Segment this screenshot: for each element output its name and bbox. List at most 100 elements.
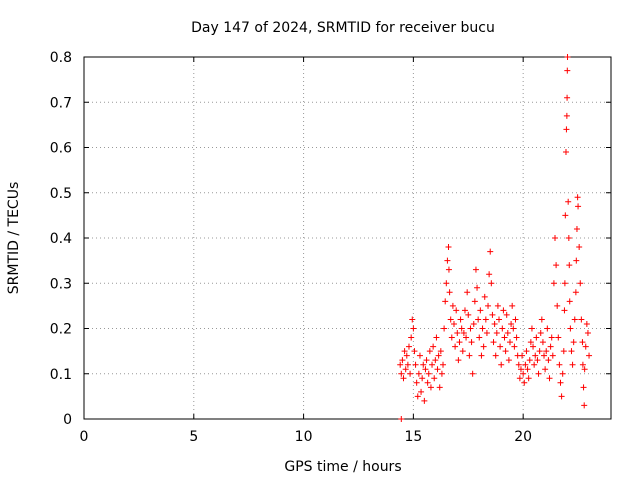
data-point: [565, 198, 572, 205]
data-point: [422, 366, 429, 373]
data-point: [485, 302, 492, 309]
data-point: [429, 361, 436, 368]
data-point: [434, 366, 441, 373]
data-point: [581, 402, 588, 409]
data-point: [398, 370, 405, 377]
data-point: [542, 366, 549, 373]
data-point: [570, 339, 577, 346]
data-point: [492, 352, 499, 359]
data-point: [531, 361, 538, 368]
data-point: [467, 325, 474, 332]
data-point: [496, 316, 503, 323]
data-point: [448, 334, 455, 341]
data-point: [431, 375, 438, 382]
data-point: [480, 343, 487, 350]
data-point: [426, 348, 433, 355]
data-point: [441, 325, 448, 332]
y-tick-label: 0.6: [50, 141, 72, 157]
data-point: [517, 366, 524, 373]
data-point: [516, 375, 523, 382]
data-point: [561, 280, 568, 287]
data-point: [415, 370, 422, 377]
data-point: [503, 311, 510, 318]
data-point: [544, 325, 551, 332]
data-points: [397, 54, 593, 422]
data-point: [465, 311, 472, 318]
data-point: [586, 352, 593, 359]
data-point: [559, 370, 566, 377]
data-point: [558, 393, 565, 400]
data-point: [436, 384, 443, 391]
data-point: [450, 320, 457, 327]
data-point: [470, 320, 477, 327]
data-point: [447, 316, 454, 323]
data-point: [535, 370, 542, 377]
data-point: [564, 94, 571, 101]
data-point: [410, 325, 417, 332]
y-tick-label: 0.5: [50, 186, 72, 202]
data-point: [476, 334, 483, 341]
data-point: [498, 361, 505, 368]
data-point: [576, 244, 583, 251]
data-point: [403, 352, 410, 359]
data-point: [453, 307, 460, 314]
data-point: [461, 307, 468, 314]
y-tick-label: 0.1: [50, 367, 72, 383]
y-tick-label: 0.2: [50, 322, 72, 338]
data-point: [400, 375, 407, 382]
data-point: [435, 352, 442, 359]
data-point: [438, 370, 445, 377]
data-point: [404, 361, 411, 368]
data-point: [566, 298, 573, 305]
data-point: [561, 307, 568, 314]
data-point: [568, 348, 575, 355]
data-point: [457, 316, 464, 323]
data-point: [397, 361, 404, 368]
data-point: [411, 348, 418, 355]
data-point: [499, 325, 506, 332]
data-point: [525, 375, 532, 382]
data-point: [405, 343, 412, 350]
data-point: [469, 370, 476, 377]
x-axis-title: GPS time / hours: [284, 459, 401, 475]
data-point: [563, 126, 570, 133]
data-point: [526, 357, 533, 364]
data-point: [547, 343, 554, 350]
data-point: [553, 262, 560, 269]
x-tick-label: 20: [514, 429, 532, 445]
data-point: [512, 316, 519, 323]
data-point: [430, 343, 437, 350]
data-point: [513, 334, 520, 341]
data-point: [546, 375, 553, 382]
data-point: [458, 325, 465, 332]
data-point: [464, 289, 471, 296]
data-point: [573, 225, 580, 232]
data-point: [533, 334, 540, 341]
data-point: [420, 361, 427, 368]
data-point: [508, 320, 515, 327]
y-axis-title: SRMTID / TECUs: [6, 182, 22, 295]
data-point: [555, 334, 562, 341]
data-point: [440, 361, 447, 368]
y-tick-label: 0: [63, 412, 72, 428]
data-point: [482, 316, 489, 323]
data-point: [419, 375, 426, 382]
data-point: [515, 361, 522, 368]
data-point: [548, 334, 555, 341]
data-point: [474, 284, 481, 291]
data-point: [550, 280, 557, 287]
data-point: [456, 339, 463, 346]
data-point: [412, 361, 419, 368]
data-point: [569, 361, 576, 368]
data-point: [418, 388, 425, 395]
data-point: [488, 280, 495, 287]
y-tick-label: 0.7: [50, 95, 72, 111]
data-point: [573, 257, 580, 264]
data-point: [500, 307, 507, 314]
data-point: [541, 352, 548, 359]
data-point: [416, 352, 423, 359]
data-point: [536, 348, 543, 355]
data-point: [557, 379, 564, 386]
data-point: [449, 302, 456, 309]
